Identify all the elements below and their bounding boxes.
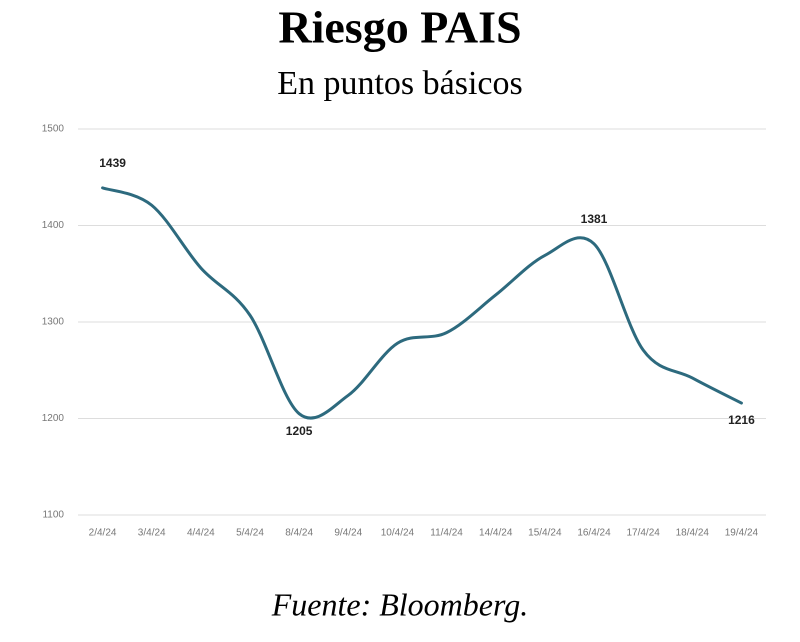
chart-title: Riesgo PAIS <box>278 2 521 53</box>
y-tick-label: 1500 <box>42 124 65 135</box>
x-tick-label: 2/4/24 <box>89 528 117 539</box>
y-tick-label: 1300 <box>42 317 65 328</box>
x-tick-label: 11/4/24 <box>430 528 463 539</box>
x-tick-label: 4/4/24 <box>187 528 215 539</box>
x-tick-label: 8/4/24 <box>285 528 313 539</box>
x-tick-label: 19/4/24 <box>725 528 759 539</box>
data-label: 1216 <box>728 413 755 427</box>
x-tick-label: 18/4/24 <box>676 528 710 539</box>
data-label: 1205 <box>286 424 313 438</box>
x-tick-label: 9/4/24 <box>334 528 362 539</box>
source: Fuente: Bloomberg. <box>271 586 529 622</box>
chart-subtitle: En puntos básicos <box>277 65 523 102</box>
data-label: 1381 <box>581 212 608 226</box>
x-tick-label: 16/4/24 <box>577 528 611 539</box>
x-tick-label: 14/4/24 <box>479 528 513 539</box>
x-tick-label: 5/4/24 <box>236 528 264 539</box>
data-label: 1439 <box>99 156 126 170</box>
x-tick-label: 15/4/24 <box>528 528 562 539</box>
y-tick-label: 1200 <box>42 413 65 424</box>
x-tick-label: 10/4/24 <box>381 528 415 539</box>
x-tick-label: 17/4/24 <box>626 528 660 539</box>
y-tick-label: 1400 <box>42 220 65 231</box>
x-tick-label: 3/4/24 <box>138 528 166 539</box>
y-tick-label: 1100 <box>42 510 64 521</box>
line <box>101 186 743 420</box>
